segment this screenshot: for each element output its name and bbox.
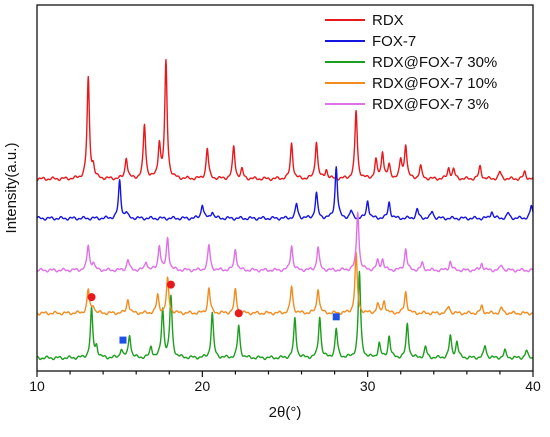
fox7-peak-marker	[119, 336, 127, 344]
series-line-1	[36, 58, 534, 182]
x-axis-title: 2θ(°)	[269, 404, 302, 421]
legend-label: RDX@FOX-7 10%	[372, 75, 497, 92]
x-tick-label: 20	[195, 378, 211, 394]
series-line-3	[36, 270, 534, 361]
series-layer	[36, 58, 534, 361]
rdx-peak-marker	[166, 280, 175, 289]
legend-label: FOX-7	[372, 33, 416, 50]
rdx-peak-marker	[234, 309, 243, 318]
marker-layer	[87, 280, 340, 344]
x-tick-label: 40	[525, 378, 541, 394]
fox7-peak-marker	[332, 313, 340, 321]
y-axis-title: Intensity(a.u.)	[3, 143, 20, 234]
series-line-5	[36, 211, 534, 273]
plot-frame	[36, 4, 534, 372]
series-line-4	[36, 251, 534, 316]
rdx-peak-marker	[87, 293, 96, 302]
series-line-2	[36, 166, 534, 221]
x-tick-label: 30	[360, 378, 376, 394]
tick-layer: 10 20 30 40	[29, 371, 541, 394]
x-tick-label: 10	[29, 378, 45, 394]
legend-label: RDX	[372, 12, 404, 29]
legend-label: RDX@FOX-7 30%	[372, 54, 497, 71]
legend: RDX FOX-7 RDX@FOX-7 30% RDX@FOX-7 10% RDX@FO…	[325, 12, 497, 113]
legend-label: RDX@FOX-7 3%	[372, 96, 489, 113]
